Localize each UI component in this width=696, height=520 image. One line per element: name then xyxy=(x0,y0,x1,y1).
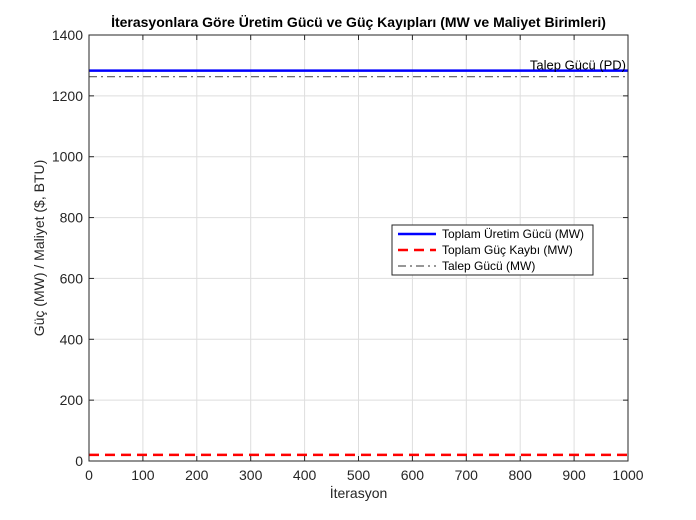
legend: Toplam Üretim Gücü (MW) Toplam Güç Kaybı … xyxy=(391,224,594,276)
y-tick-label: 800 xyxy=(60,210,84,226)
annotation-talep-gucu: Talep Gücü (PD) xyxy=(530,58,626,73)
x-tick-label: 900 xyxy=(562,467,586,483)
chart-title: İterasyonlara Göre Üretim Gücü ve Güç Ka… xyxy=(111,14,606,30)
x-tick-label: 500 xyxy=(347,467,371,483)
x-tick-label: 100 xyxy=(131,467,155,483)
y-tick-label: 1200 xyxy=(52,88,83,104)
y-tick-label: 0 xyxy=(75,453,83,469)
x-tick-label: 1000 xyxy=(612,467,643,483)
legend-label: Toplam Güç Kaybı (MW) xyxy=(442,243,573,257)
ticks: 0 100 200 300 400 500 600 700 800 900 1000 0 200 400 6… xyxy=(52,27,644,483)
x-tick-label: 400 xyxy=(293,467,317,483)
y-tick-label: 1400 xyxy=(52,27,83,43)
x-tick-label: 200 xyxy=(185,467,209,483)
x-tick-label: 0 xyxy=(85,467,93,483)
x-tick-label: 700 xyxy=(455,467,479,483)
x-axis-label: İterasyon xyxy=(330,484,388,501)
legend-label: Toplam Üretim Gücü (MW) xyxy=(442,227,584,241)
y-tick-label: 400 xyxy=(60,331,84,347)
legend-label: Talep Gücü (MW) xyxy=(442,259,535,273)
x-tick-label: 800 xyxy=(509,467,533,483)
y-tick-label: 1000 xyxy=(52,149,83,165)
y-axis-label: Güç (MW) / Maliyet ($, BTU) xyxy=(31,160,47,337)
y-tick-label: 600 xyxy=(60,270,84,286)
y-tick-label: 200 xyxy=(60,392,84,408)
x-tick-label: 600 xyxy=(401,467,425,483)
x-tick-label: 300 xyxy=(239,467,263,483)
series-group xyxy=(89,69,628,457)
